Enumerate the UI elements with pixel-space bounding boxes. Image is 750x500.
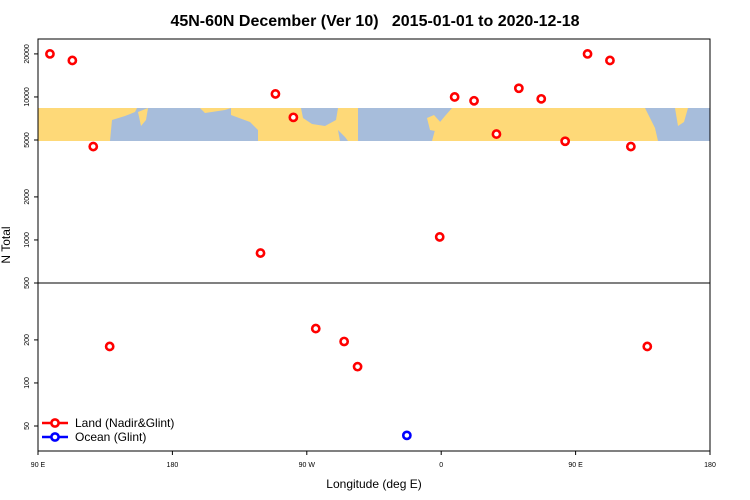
- land-point: [582, 49, 593, 59]
- ocean-point: [401, 430, 412, 441]
- map-land: [138, 108, 148, 126]
- legend-label: Ocean (Glint): [75, 430, 146, 444]
- map-ocean: [338, 130, 348, 141]
- x-tick-label: 90 E: [568, 462, 583, 469]
- land-point: [67, 55, 78, 66]
- land-point: [449, 92, 460, 102]
- y-tick-label: 5000: [24, 132, 31, 148]
- land-point: [310, 323, 321, 334]
- land-point: [352, 361, 363, 372]
- y-axis-label: N Total: [0, 226, 13, 263]
- chart-title: 45N-60N December (Ver 10) 2015-01-01 to …: [170, 13, 579, 30]
- x-tick-label: 180: [704, 462, 716, 469]
- map-land: [427, 115, 442, 132]
- land-point: [45, 49, 55, 59]
- land-point: [469, 95, 479, 106]
- y-tick-label: 2000: [24, 189, 31, 205]
- y-tick-label: 50: [24, 422, 31, 430]
- legend-label: Land (Nadir&Glint): [75, 416, 174, 430]
- legend: Land (Nadir&Glint)Ocean (Glint): [42, 416, 174, 444]
- map-ocean: [301, 108, 338, 126]
- land-point: [434, 232, 445, 242]
- legend-marker: [50, 432, 60, 442]
- x-tick-label: 180: [167, 462, 179, 469]
- y-axis: 50 100 200 500 1000 2000 5000 10000 20000: [24, 44, 38, 430]
- map-land: [675, 108, 688, 126]
- y-tick-label: 200: [24, 334, 31, 346]
- map-strip: [38, 108, 710, 141]
- land-point: [255, 248, 266, 258]
- land-point: [536, 93, 547, 104]
- y-tick-label: 500: [24, 277, 31, 289]
- x-axis-label: Longitude (deg E): [326, 477, 421, 491]
- map-ocean: [110, 108, 258, 141]
- plot-frame: [37, 38, 711, 452]
- land-point: [513, 83, 524, 94]
- land-point: [270, 89, 281, 99]
- land-point: [642, 341, 653, 352]
- legend-marker: [50, 418, 60, 428]
- y-tick-label: 1000: [24, 232, 31, 248]
- data-points: [45, 49, 653, 441]
- x-tick-label: 0: [439, 462, 443, 469]
- land-point: [625, 141, 636, 152]
- land-point: [491, 129, 502, 139]
- x-axis: 90 E 180 90 W 0 90 E 180: [31, 451, 716, 469]
- land-point: [339, 336, 350, 347]
- y-tick-label: 20000: [24, 44, 31, 64]
- x-tick-label: 90 W: [299, 462, 316, 469]
- map-ocean: [645, 108, 710, 141]
- land-point: [560, 136, 571, 147]
- y-tick-label: 100: [24, 377, 31, 389]
- land-point: [288, 112, 299, 123]
- land-point: [605, 55, 615, 66]
- y-tick-label: 10000: [24, 87, 31, 107]
- map-ocean: [358, 108, 452, 141]
- x-tick-label: 90 E: [31, 462, 46, 469]
- land-point: [104, 341, 115, 352]
- land-point: [88, 141, 99, 152]
